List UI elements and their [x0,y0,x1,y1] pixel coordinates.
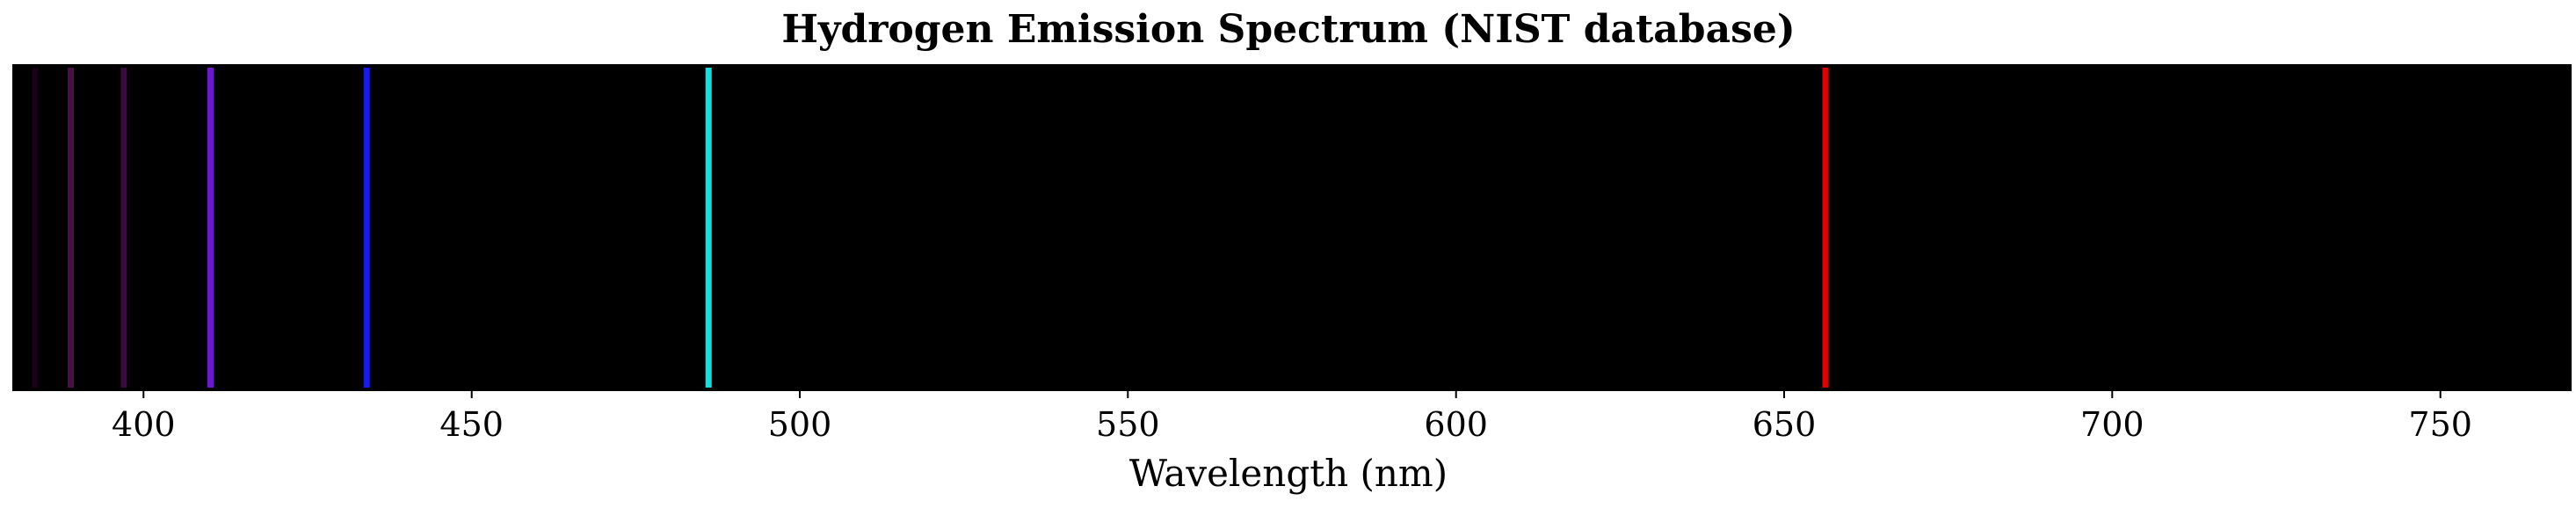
x-axis: 400 450 500 550 600 650 700 750 [112,391,2472,444]
emission-line-434 [363,68,370,388]
x-tick-label-450: 450 [439,405,504,444]
emission-lines [32,68,1829,388]
x-tick-label-650: 650 [1752,405,1817,444]
x-tick-label-500: 500 [768,405,832,444]
emission-line-388-9 [68,68,74,388]
x-tick-label-550: 550 [1096,405,1160,444]
x-tick-label-700: 700 [2080,405,2144,444]
emission-line-397 [120,68,127,388]
chart-title: Hydrogen Emission Spectrum (NIST databas… [781,7,1795,52]
emission-line-410-2 [207,68,214,388]
spectrum-plot-area [12,64,2572,391]
x-axis-label: Wavelength (nm) [1129,452,1448,495]
emission-line-383-5 [32,68,39,388]
x-tick-label-750: 750 [2408,405,2472,444]
emission-line-486-1 [705,68,712,388]
x-tick-label-600: 600 [1424,405,1488,444]
emission-line-656-3 [1822,68,1829,388]
x-tick-label-400: 400 [112,405,176,444]
